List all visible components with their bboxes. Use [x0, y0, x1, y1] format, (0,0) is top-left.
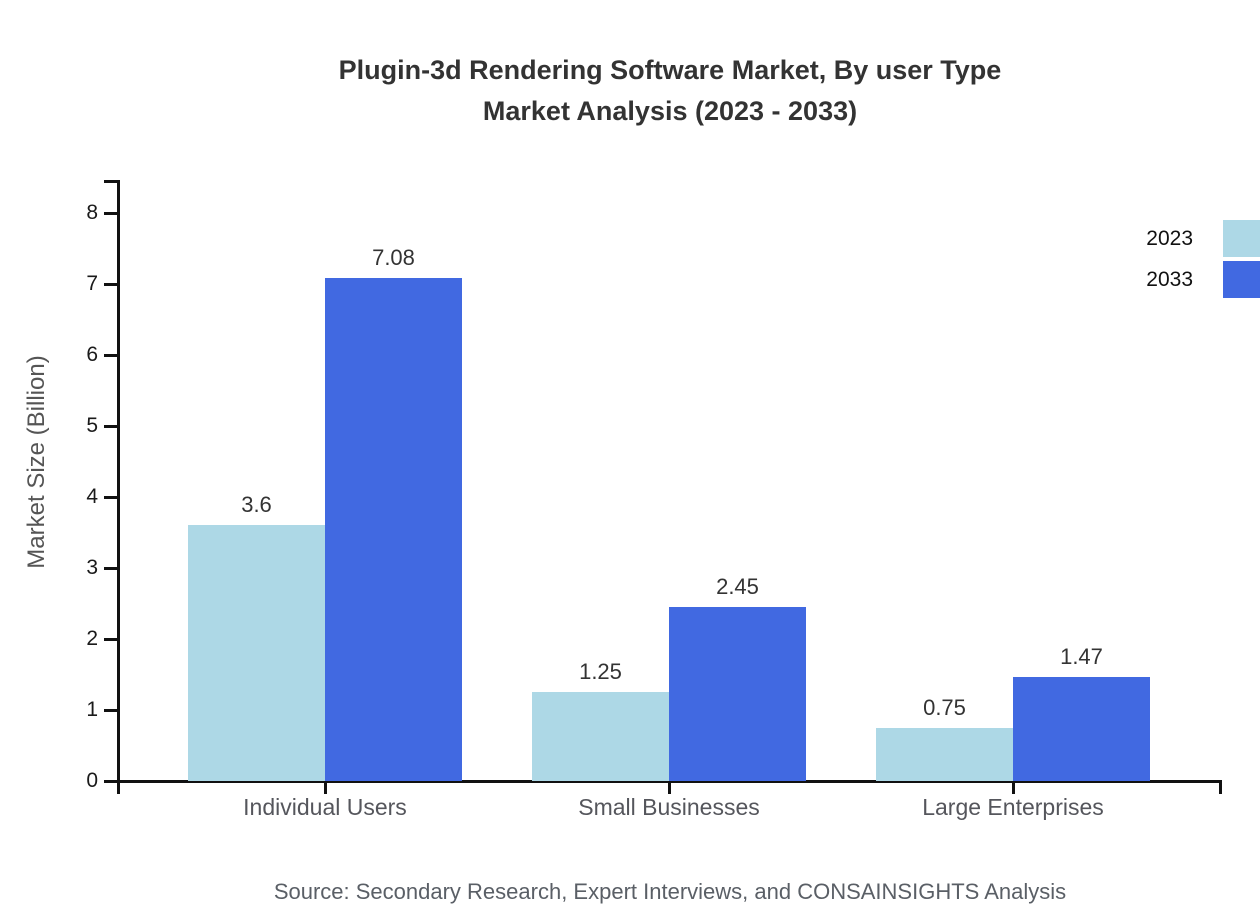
y-tick — [104, 283, 118, 286]
category-label-large-enterprises: Large Enterprises — [922, 794, 1104, 820]
value-label-2023-large-enterprises: 0.75 — [923, 694, 966, 720]
value-label-2033-individual-users: 7.08 — [372, 245, 415, 271]
bar-2023-small-businesses — [532, 692, 669, 781]
y-tick-label: 2 — [86, 627, 98, 650]
legend-label-2023: 2023 — [1146, 226, 1193, 250]
y-axis-endcap — [104, 180, 118, 183]
category-label-individual-users: Individual Users — [243, 794, 407, 820]
legend-item-2023: 2023 — [1146, 220, 1260, 257]
source-caption: Source: Secondary Research, Expert Inter… — [273, 879, 1067, 904]
bar-2023-large-enterprises — [876, 727, 1013, 781]
y-tick — [104, 212, 118, 215]
value-label-2033-large-enterprises: 1.47 — [1060, 643, 1103, 669]
bar-2033-small-businesses — [669, 607, 806, 781]
category-label-small-businesses: Small Businesses — [578, 794, 760, 820]
bar-2033-large-enterprises — [1013, 676, 1150, 781]
legend-label-2033: 2033 — [1146, 267, 1193, 291]
value-label-2023-individual-users: 3.6 — [241, 492, 272, 518]
legend-swatch-2033 — [1223, 261, 1260, 298]
y-tick — [104, 496, 118, 499]
y-axis-title: Market Size (Billion) — [23, 355, 50, 569]
legend-swatch-2023 — [1223, 220, 1260, 257]
y-tick-label: 1 — [86, 698, 98, 721]
legend-item-2033: 2033 — [1146, 261, 1260, 298]
y-axis-spine — [117, 180, 120, 794]
value-label-2033-small-businesses: 2.45 — [716, 574, 759, 600]
y-tick — [104, 425, 118, 428]
bar-2033-individual-users — [325, 278, 462, 781]
x-tick — [668, 781, 671, 794]
y-tick — [104, 354, 118, 357]
y-tick-label: 0 — [86, 769, 98, 792]
y-tick-label: 8 — [86, 201, 98, 224]
x-tick — [324, 781, 327, 794]
y-tick — [104, 780, 118, 783]
x-tick — [1012, 781, 1015, 794]
chart-title: Plugin-3d Rendering Software Market, By … — [118, 50, 1222, 132]
x-axis-endcap — [1219, 781, 1222, 794]
y-tick — [104, 567, 118, 570]
y-tick-label: 4 — [86, 485, 98, 508]
y-tick-label: 5 — [86, 414, 98, 437]
y-tick — [104, 638, 118, 641]
chart-title-line1: Plugin-3d Rendering Software Market, By … — [338, 55, 1002, 85]
value-label-2023-small-businesses: 1.25 — [579, 659, 622, 685]
y-tick — [104, 709, 118, 712]
y-tick-label: 3 — [86, 556, 98, 579]
chart-title-line2: Market Analysis (2023 - 2033) — [482, 96, 858, 126]
y-tick-label: 6 — [86, 343, 98, 366]
legend: 2023 2033 — [1146, 220, 1260, 302]
bar-2023-individual-users — [188, 525, 325, 781]
y-tick-label: 7 — [86, 272, 98, 295]
